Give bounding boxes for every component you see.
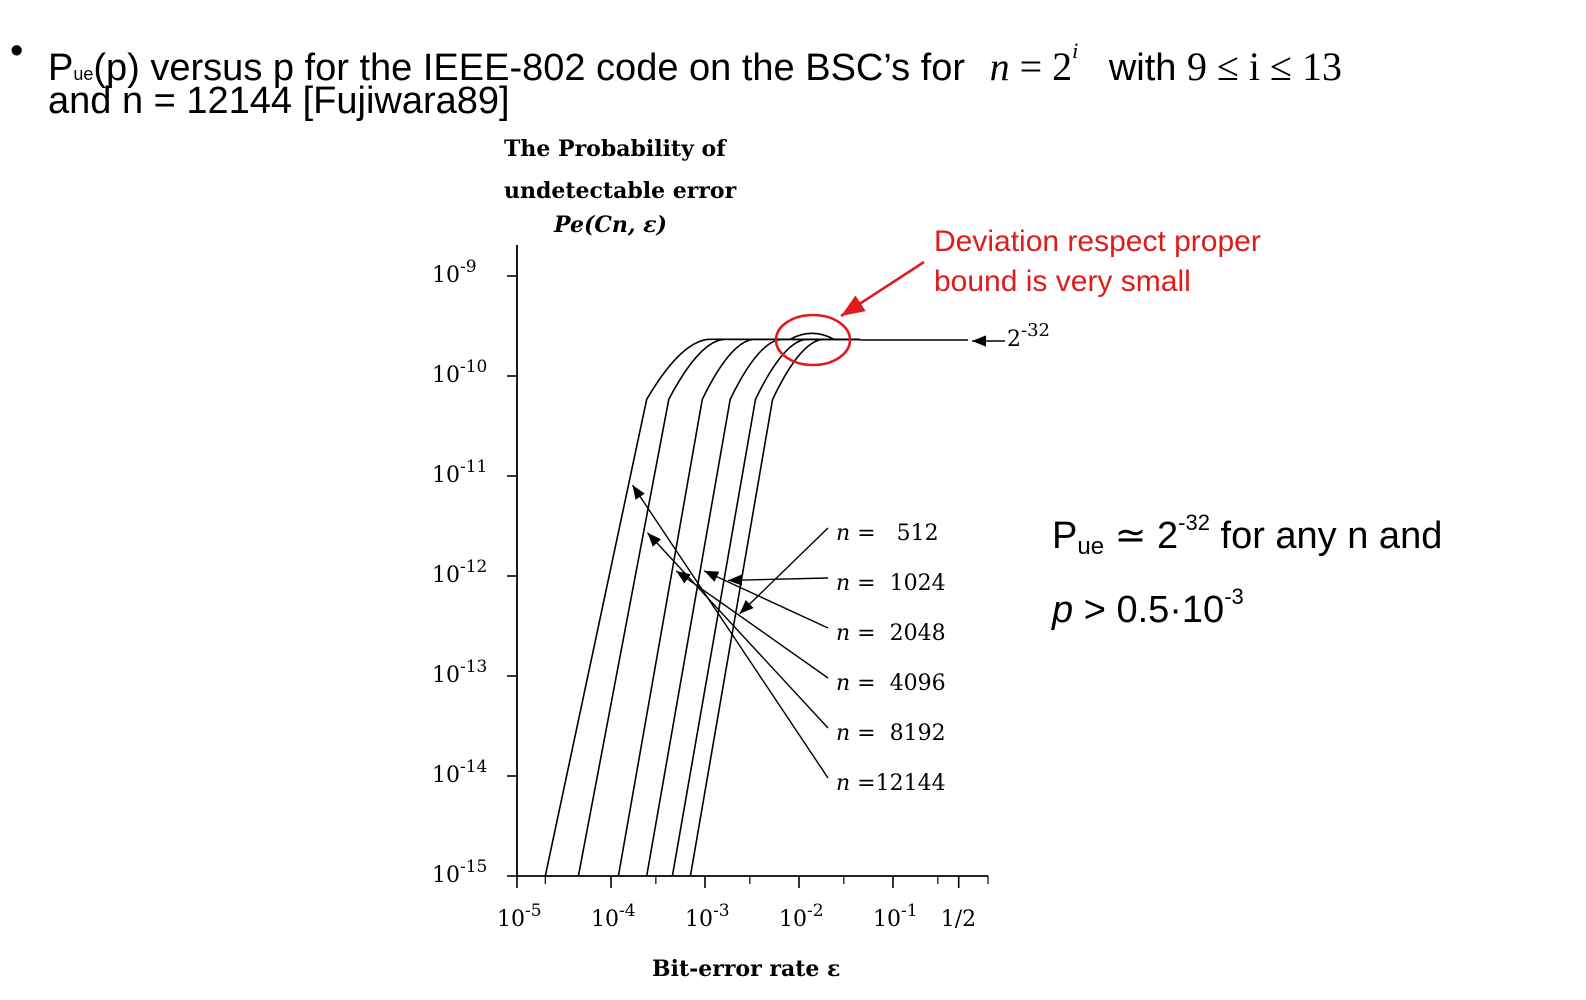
x-axis-title: Bit-error rate ε: [652, 956, 840, 982]
y-axis-title-line-1: The Probability of: [504, 136, 727, 162]
x-ticks: 10-5 10-4 10-3 10-2 10-1 1/2: [497, 876, 989, 932]
y-axis-title-line-3: Pe(Cn, ε): [553, 212, 667, 238]
x-tick-label: 10-2: [779, 901, 824, 932]
series-curve: [617, 338, 860, 877]
annotation-line-1: Deviation respect proper: [934, 225, 1261, 258]
bullet: •: [10, 30, 24, 72]
series-pointer: [631, 484, 829, 779]
series-label: n = 512: [836, 521, 939, 546]
bound-label: 2-32: [1007, 320, 1050, 352]
x-tick-label: 10-5: [497, 901, 542, 932]
plateau-overshoot: [789, 332, 835, 341]
y-tick-label: 10-11: [432, 457, 487, 488]
series-pointer: [646, 532, 829, 729]
y-tick-label: 10-14: [432, 757, 487, 788]
heading-text: (p) versus p for the IEEE-802 code on th…: [93, 47, 966, 89]
series-pointer: [727, 574, 829, 586]
math-range: 9 ≤ i ≤ 13: [1186, 44, 1342, 89]
y-tick-label: 10-10: [432, 357, 487, 388]
y-axis-title: The Probability of undetectable error Pe…: [504, 136, 737, 238]
curves: [544, 332, 860, 877]
p-subscript: ue: [73, 64, 94, 84]
x-axis-title-text: Bit-error rate ε: [652, 956, 840, 982]
annotation-line-2: bound is very small: [934, 265, 1191, 298]
series-label: n = 4096: [836, 671, 946, 696]
series-label: n =12144: [836, 771, 946, 796]
y-tick-label: 10-13: [432, 657, 487, 688]
y-ticks: 10-9 10-10 10-11 10-12 10-13 10-14 10-15: [432, 257, 517, 888]
p-symbol: P: [48, 47, 74, 89]
with-word: with: [1108, 47, 1177, 89]
y-tick-label: 10-15: [432, 857, 487, 888]
note-line-1: Pue ≃ 2-32 for any n and: [1052, 510, 1443, 560]
y-axis-title-line-2: undetectable error: [504, 178, 737, 204]
heading-line-2: and n = 12144 [Fujiwara89]: [48, 80, 510, 122]
series-curve: [544, 338, 860, 877]
math-n-expression: n = 2i: [989, 38, 1079, 89]
series-pointer: [703, 570, 829, 629]
y-tick-label: 10-9: [432, 257, 477, 288]
x-tick-label: 10-4: [591, 901, 636, 932]
series-curve: [671, 338, 860, 877]
series-label: n = 2048: [836, 621, 946, 646]
series-pointer: [675, 570, 829, 679]
x-tick-label: 10-1: [873, 901, 918, 932]
series-pointer: [739, 527, 829, 615]
x-tick-label: 10-3: [685, 901, 730, 932]
note-line-2: p > 0.5·10-3: [1052, 584, 1244, 631]
series-labels: n = 512 n = 1024 n = 2048 n = 4096 n = 8192 n…: [631, 484, 946, 796]
series-curve: [645, 338, 860, 877]
deviation-arrow: [840, 260, 925, 318]
x-tick-label: 1/2: [941, 907, 976, 932]
deviation-annotation: Deviation respect proper bound is very s…: [934, 222, 1261, 302]
pue-note: Pue ≃ 2-32 for any n and p > 0.5·10-3: [1052, 498, 1442, 635]
deviation-circle: [774, 313, 852, 367]
series-label: n = 8192: [836, 721, 946, 746]
y-tick-label: 10-12: [432, 557, 487, 588]
series-label: n = 1024: [836, 571, 946, 596]
heading-line-1: Pue(p) versus p for the IEEE-802 code on…: [48, 26, 1342, 99]
